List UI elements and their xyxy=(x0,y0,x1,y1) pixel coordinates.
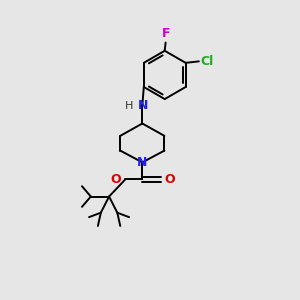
Text: F: F xyxy=(162,27,170,40)
Text: H: H xyxy=(124,101,133,111)
Text: N: N xyxy=(138,99,148,112)
Text: N: N xyxy=(137,156,148,169)
Text: O: O xyxy=(165,173,175,186)
Text: O: O xyxy=(110,173,121,186)
Text: Cl: Cl xyxy=(200,55,214,68)
